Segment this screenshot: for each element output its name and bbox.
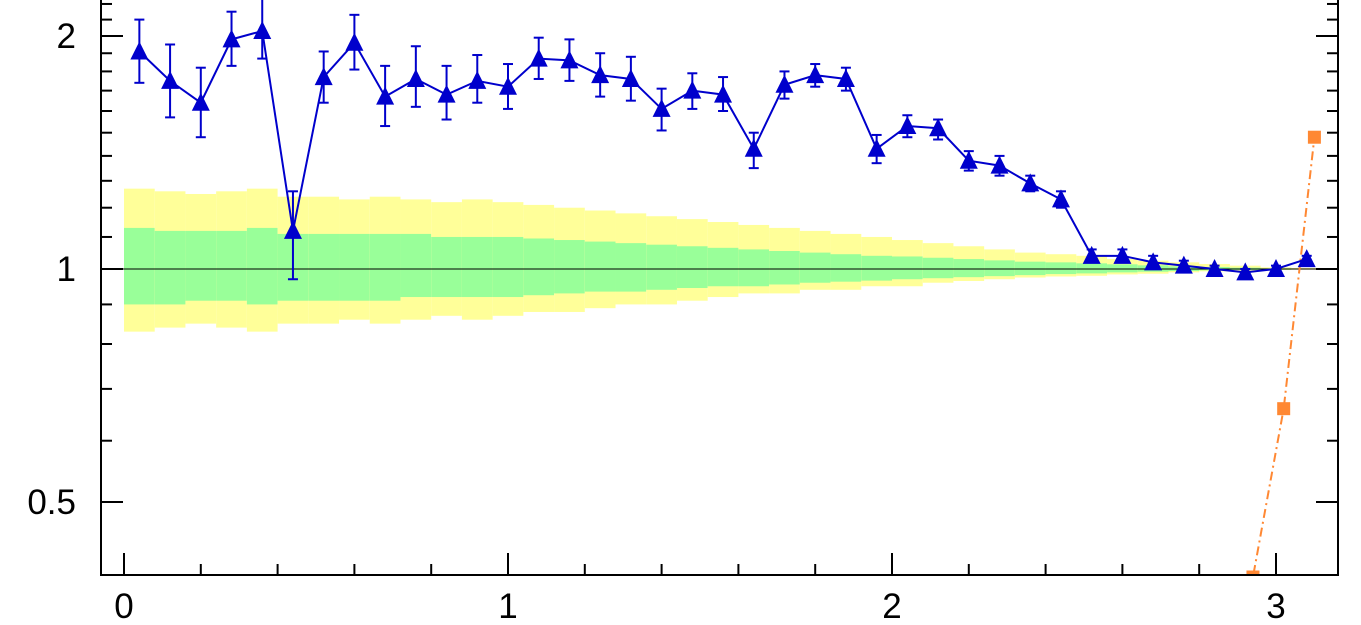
main-series-point — [130, 41, 149, 60]
x-tick-label: 2 — [882, 587, 901, 620]
band-inner-bin — [676, 246, 708, 289]
main-series-point — [1236, 262, 1255, 281]
band-inner-bin — [892, 256, 923, 280]
main-series-point — [836, 68, 855, 87]
band-inner-bin — [124, 227, 155, 305]
band-inner-bin — [861, 255, 892, 281]
main-series — [130, 0, 1316, 281]
main-series-point — [406, 68, 425, 87]
band-inner-bin — [769, 251, 800, 285]
band-inner-bin — [431, 236, 462, 298]
plot-frame — [100, 0, 1339, 576]
main-series-point — [1144, 252, 1163, 271]
main-series-point — [1021, 173, 1040, 192]
band-inner-bin — [799, 252, 831, 283]
main-series-point — [1174, 255, 1193, 274]
y-tick-label: 0.5 — [27, 483, 76, 522]
secondary-series — [1223, 130, 1321, 610]
band-inner-bin — [830, 254, 862, 282]
band-inner-bin — [707, 247, 739, 287]
main-series-point — [1082, 245, 1101, 264]
band-inner-bin — [400, 233, 432, 298]
main-series-point — [867, 138, 886, 157]
main-series-point — [1205, 259, 1224, 277]
band-inner-bin — [584, 241, 616, 292]
band-inner-bin — [984, 260, 1015, 277]
main-series-point — [253, 20, 272, 39]
secondary-series-point — [1246, 570, 1260, 575]
main-series-point — [652, 98, 671, 117]
main-series-point — [1297, 249, 1316, 268]
x-tick-label: 1 — [498, 587, 517, 620]
main-series-point — [714, 84, 733, 103]
y-tick-label: 1 — [57, 250, 76, 289]
band-inner-bin — [216, 230, 247, 301]
main-series-point — [529, 48, 548, 67]
main-series-point — [314, 67, 333, 86]
band-inner-bin — [1045, 262, 1077, 275]
secondary-series-point — [1223, 597, 1236, 610]
main-series-point — [222, 29, 241, 48]
band-inner-bin — [339, 233, 370, 301]
main-series-point — [499, 76, 517, 95]
main-series-point — [959, 150, 978, 169]
main-series-point — [1113, 245, 1132, 264]
band-inner-bin — [922, 257, 954, 279]
band-inner-bin — [369, 233, 401, 301]
band-inner-bin — [308, 233, 340, 301]
main-series-point — [1267, 259, 1285, 277]
main-series-point — [437, 84, 456, 103]
main-series-point — [683, 80, 702, 99]
main-series-point — [621, 68, 640, 87]
main-series-point — [898, 116, 917, 135]
band-inner-bin — [1014, 261, 1046, 276]
main-series-point — [591, 65, 610, 84]
y-tick-label: 2 — [57, 17, 76, 56]
band-inner-bin — [738, 249, 770, 287]
band-inner-bin — [1076, 263, 1108, 274]
main-series-point — [468, 70, 487, 89]
main-series-point — [929, 118, 948, 137]
main-series-point — [560, 50, 579, 69]
main-series-point — [191, 92, 210, 111]
x-tick-label: 3 — [1266, 587, 1285, 620]
main-series-point — [376, 86, 395, 105]
band-inner-bin — [246, 227, 278, 305]
main-series-point — [161, 70, 180, 89]
main-series-point — [806, 65, 825, 84]
band-inner-bin — [554, 240, 585, 294]
band-inner-bin — [615, 243, 647, 292]
axes: 0 1 2 3 0.5 1 2 — [27, 0, 1339, 625]
band-inner-bin — [154, 230, 186, 305]
main-series-point — [1051, 189, 1070, 208]
x-tick-label: 0 — [114, 587, 133, 620]
secondary-series-point — [1307, 130, 1321, 144]
band-inner-bin — [492, 236, 524, 298]
band-inner-bin — [461, 236, 493, 298]
main-series-point — [744, 138, 763, 157]
main-series-point — [990, 155, 1009, 174]
secondary-series-line — [1252, 137, 1316, 575]
secondary-series-point — [1277, 402, 1291, 416]
main-series-point — [283, 220, 302, 239]
main-series-point — [775, 74, 794, 93]
band-inner-bin — [953, 259, 985, 278]
band-inner-bin — [646, 244, 677, 290]
main-series-point — [345, 32, 364, 51]
band-inner-bin — [1107, 264, 1138, 273]
band-inner-bin — [523, 238, 555, 296]
band-inner-bin — [185, 230, 217, 301]
